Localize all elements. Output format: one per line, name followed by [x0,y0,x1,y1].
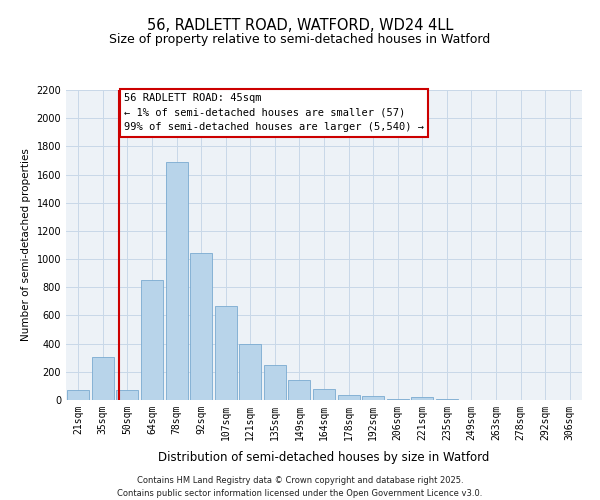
Bar [190,254,212,400]
Bar [411,397,433,400]
Bar [313,388,335,400]
Y-axis label: Number of semi-detached properties: Number of semi-detached properties [21,148,31,342]
Text: Size of property relative to semi-detached houses in Watford: Size of property relative to semi-detach… [109,32,491,46]
Bar [338,395,359,400]
Bar [92,357,114,400]
Bar [141,280,163,400]
Bar [166,162,188,400]
Bar [67,390,89,400]
Bar [289,380,310,400]
Bar [362,396,384,400]
Bar [239,344,262,400]
Text: 56, RADLETT ROAD, WATFORD, WD24 4LL: 56, RADLETT ROAD, WATFORD, WD24 4LL [147,18,453,32]
Text: Contains HM Land Registry data © Crown copyright and database right 2025.
Contai: Contains HM Land Registry data © Crown c… [118,476,482,498]
Bar [116,390,139,400]
Text: 56 RADLETT ROAD: 45sqm
← 1% of semi-detached houses are smaller (57)
99% of semi: 56 RADLETT ROAD: 45sqm ← 1% of semi-deta… [124,93,424,132]
Bar [386,398,409,400]
Bar [264,366,286,400]
Bar [215,306,237,400]
X-axis label: Distribution of semi-detached houses by size in Watford: Distribution of semi-detached houses by … [158,451,490,464]
